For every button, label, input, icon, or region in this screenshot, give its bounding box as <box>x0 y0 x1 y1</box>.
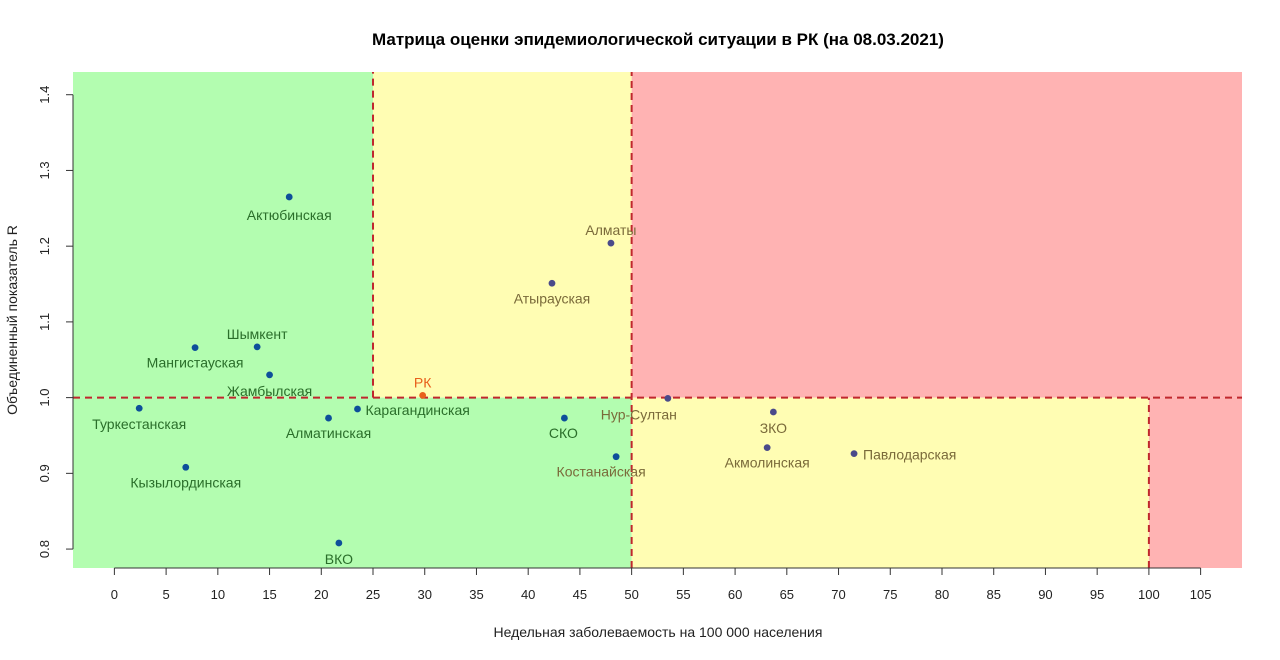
risk-zones <box>73 72 1242 568</box>
data-point-label-7: Нур-Султан <box>601 406 677 422</box>
x-tick-label-85: 85 <box>986 587 1000 602</box>
data-point-14 <box>850 450 858 458</box>
zone-2 <box>631 72 1242 398</box>
y-tick-label-1.1: 1.1 <box>37 313 52 331</box>
data-point-label-16: Кызылординская <box>130 474 241 490</box>
data-point-4 <box>191 344 199 352</box>
x-tick-label-20: 20 <box>314 587 328 602</box>
x-tick-label-70: 70 <box>831 587 845 602</box>
x-tick-label-15: 15 <box>262 587 276 602</box>
chart-title: Матрица оценки эпидемиологической ситуац… <box>372 30 944 49</box>
x-tick-label-30: 30 <box>418 587 432 602</box>
y-axis: 0.8 0.9 1.0 1.1 1.2 1.3 1.4 <box>37 86 74 558</box>
data-points <box>135 193 858 547</box>
x-axis: 0 5 10 15 20 25 30 35 40 45 50 55 60 65 70 75 80 85 90 95 10… <box>111 567 1212 602</box>
x-tick-label-95: 95 <box>1090 587 1104 602</box>
x-tick-label-0: 0 <box>111 587 118 602</box>
data-point-16 <box>182 463 190 471</box>
data-point-label-15: Костанайская <box>557 464 646 480</box>
data-point-8 <box>135 404 143 412</box>
data-point-0 <box>285 193 293 201</box>
data-point-9 <box>354 405 361 413</box>
data-point-label-11: СКО <box>549 425 578 441</box>
data-point-1 <box>607 239 615 247</box>
data-point-17 <box>335 539 343 547</box>
y-tick-label-1: 1.0 <box>37 389 52 407</box>
data-point-labels: Актюбинская Алматы Атырауская Шымкент Мангис… <box>92 207 956 567</box>
data-point-7 <box>664 394 672 402</box>
x-tick-label-60: 60 <box>728 587 742 602</box>
data-point-label-8: Туркестанская <box>92 416 186 432</box>
x-tick-label-45: 45 <box>573 587 587 602</box>
x-tick-label-90: 90 <box>1038 587 1052 602</box>
data-point-6 <box>419 391 427 399</box>
zone-1 <box>373 72 632 398</box>
zone-0 <box>73 72 374 398</box>
data-point-label-17: ВКО <box>325 551 353 567</box>
data-point-label-10: Алматинская <box>286 425 371 441</box>
data-point-12 <box>769 408 777 416</box>
x-tick-label-5: 5 <box>162 587 169 602</box>
zone-4 <box>631 397 1149 568</box>
data-point-label-1: Алматы <box>585 222 636 238</box>
y-axis-label: Объединенный показатель R <box>4 225 20 415</box>
y-tick-label-1.4: 1.4 <box>37 86 52 104</box>
data-point-label-2: Атырауская <box>514 290 591 306</box>
x-tick-label-25: 25 <box>366 587 380 602</box>
y-tick-label-0.9: 0.9 <box>37 464 52 482</box>
data-point-label-0: Актюбинская <box>247 207 332 223</box>
zone-3 <box>73 397 632 568</box>
data-point-3 <box>253 343 261 351</box>
x-tick-label-10: 10 <box>211 587 225 602</box>
x-tick-label-75: 75 <box>883 587 897 602</box>
x-tick-label-55: 55 <box>676 587 690 602</box>
zone-5 <box>1148 397 1242 568</box>
threshold-lines <box>73 72 1242 568</box>
x-tick-label-65: 65 <box>780 587 794 602</box>
data-point-label-12: ЗКО <box>760 420 787 436</box>
data-point-label-9: Карагандинская <box>365 402 469 418</box>
data-point-label-4: Мангистауская <box>147 355 244 371</box>
data-point-2 <box>548 279 556 287</box>
y-tick-label-1.3: 1.3 <box>37 161 52 179</box>
data-point-15 <box>612 453 620 461</box>
x-tick-label-40: 40 <box>521 587 535 602</box>
x-tick-label-100: 100 <box>1138 587 1160 602</box>
x-tick-label-35: 35 <box>469 587 483 602</box>
data-point-label-5: Жамбылская <box>227 383 312 399</box>
y-tick-label-0.8: 0.8 <box>37 540 52 558</box>
data-point-label-14: Павлодарская <box>863 447 956 463</box>
data-point-13 <box>763 444 771 451</box>
data-point-5 <box>266 371 273 379</box>
y-tick-label-1.2: 1.2 <box>37 237 52 255</box>
data-point-10 <box>325 414 332 422</box>
x-axis-label: Недельная заболеваемость на 100 000 насе… <box>494 624 823 640</box>
data-point-label-6: РК <box>414 374 432 390</box>
x-tick-label-105: 105 <box>1190 587 1212 602</box>
x-tick-label-80: 80 <box>935 587 949 602</box>
x-tick-label-50: 50 <box>624 587 638 602</box>
data-point-label-3: Шымкент <box>227 326 288 342</box>
data-point-11 <box>560 414 568 422</box>
data-point-label-13: Акмолинская <box>725 455 810 471</box>
